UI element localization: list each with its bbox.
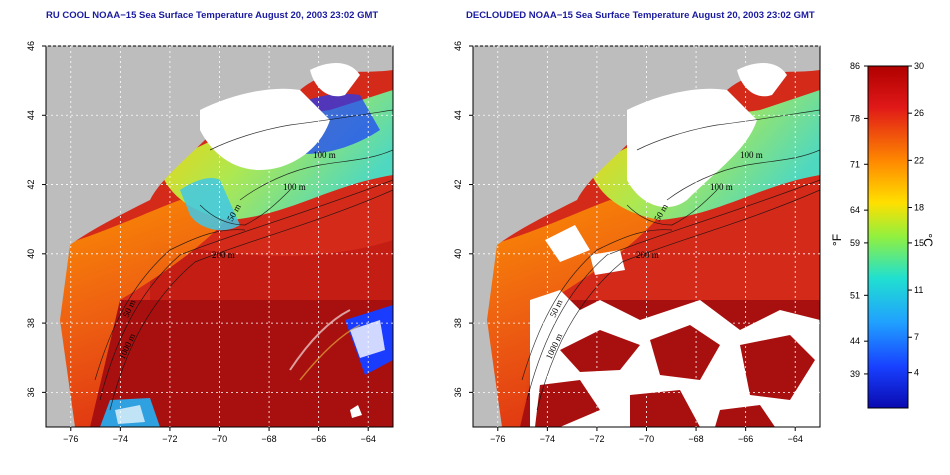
celsius-tick-label: 4 [914,368,919,378]
fahrenheit-tick-label: 78 [850,113,860,123]
y-tick-label: 38 [453,318,463,328]
fahrenheit-tick-label: 86 [850,61,860,71]
x-tick-label: −76 [63,434,78,444]
bathymetry-contours [94,109,393,411]
x-tick-label: −76 [490,434,505,444]
right-sst-map: 100 m 100 m 50 m 200 m 50 m 1000 m −76 −7… [453,41,821,444]
y-tick-label: 46 [26,41,36,51]
celsius-tick-label: 18 [914,203,924,213]
celsius-tick-label: 22 [914,155,924,165]
y-tick-label: 36 [26,387,36,397]
x-tick-label: −70 [212,434,227,444]
colorbar-gradient [867,65,909,409]
celsius-unit-label: °C [921,233,935,247]
cloud-mask [627,88,757,208]
contour-label-200m: 200 m [636,250,659,260]
bathymetry-contours [521,109,820,411]
y-tick-label: 44 [453,110,463,120]
celsius-tick-label: 11 [914,285,923,295]
x-tick-label: −74 [540,434,555,444]
x-tick-label: −68 [261,434,276,444]
fahrenheit-tick-label: 51 [850,290,860,300]
contour-label-100m: 100 m [710,182,733,192]
x-tick-label: −72 [589,434,604,444]
fahrenheit-tick-label: 44 [850,336,860,346]
cloud-patch [200,88,330,170]
left-sst-map: 100 m 100 m 50 m 200 m 50 m 1000 m −76 −7… [26,41,394,444]
y-tick-label: 38 [26,318,36,328]
colorbar: 86 78 71 64 59 51 44 39 30 26 22 18 15 11 7 4 °F °C [830,61,935,409]
left-panel-title: RU COOL NOAA−15 Sea Surface Temperature … [46,10,379,21]
x-tick-label: −70 [639,434,654,444]
fahrenheit-unit-label: °F [830,234,844,246]
right-grid [473,45,820,427]
y-tick-label: 42 [26,180,36,190]
continental-shelf [46,200,230,427]
x-tick-label: −68 [688,434,703,444]
y-tick-label: 44 [26,110,36,120]
celsius-tick-label: 15 [914,238,924,248]
x-tick-label: −66 [738,434,753,444]
x-tick-label: −66 [311,434,326,444]
fahrenheit-tick-label: 64 [850,205,860,215]
y-tick-label: 42 [453,180,463,190]
land [473,46,820,427]
celsius-tick-label: 30 [914,61,924,71]
y-tick-label: 46 [453,41,463,51]
y-tick-label: 36 [453,387,463,397]
x-tick-label: −64 [788,434,803,444]
fahrenheit-tick-label: 59 [850,238,860,248]
left-grid [46,45,393,427]
contour-label-100m: 100 m [740,150,763,160]
x-tick-label: −72 [162,434,177,444]
celsius-tick-label: 26 [914,108,924,118]
contour-label-100m: 100 m [283,182,306,192]
x-tick-label: −74 [113,434,128,444]
fahrenheit-tick-label: 71 [850,159,860,169]
y-tick-label: 40 [26,249,36,259]
x-tick-label: −64 [361,434,376,444]
y-tick-label: 40 [453,249,463,259]
contour-label-100m: 100 m [313,150,336,160]
land [46,46,393,427]
fahrenheit-tick-label: 39 [850,369,860,379]
contour-label-200m: 200 m [212,250,235,260]
gulf-stream-region [90,300,393,427]
right-panel-title: DECLOUDED NOAA−15 Sea Surface Temperatur… [466,10,815,21]
celsius-tick-label: 7 [914,332,919,342]
